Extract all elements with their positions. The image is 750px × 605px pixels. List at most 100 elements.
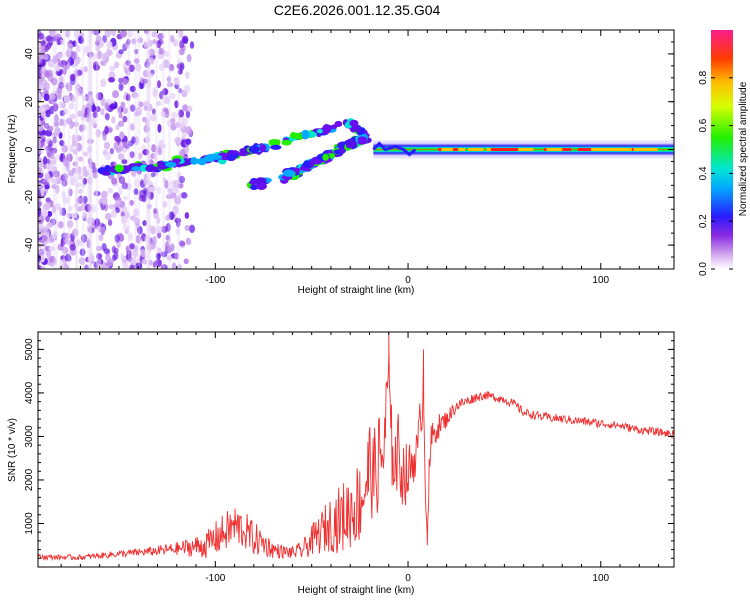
noise-speckle bbox=[169, 63, 174, 71]
noise-speckle bbox=[113, 141, 119, 151]
noise-speckle bbox=[65, 253, 72, 262]
noise-speckle bbox=[155, 253, 161, 260]
noise-speckle bbox=[58, 264, 66, 269]
noise-speckle bbox=[87, 176, 93, 185]
noise-speckle bbox=[133, 111, 141, 117]
noise-speckle bbox=[40, 68, 45, 75]
noise-speckle bbox=[145, 118, 150, 127]
noise-speckle bbox=[66, 154, 73, 163]
noise-speckle bbox=[87, 146, 93, 153]
noise-speckle bbox=[164, 179, 169, 189]
x-tick-label: 100 bbox=[592, 573, 609, 584]
noise-speckle bbox=[126, 250, 132, 259]
noise-speckle bbox=[50, 218, 56, 226]
noise-speckle bbox=[66, 219, 74, 229]
noise-speckle bbox=[147, 103, 153, 112]
noise-speckle bbox=[152, 86, 158, 94]
noise-speckle bbox=[57, 61, 64, 68]
noise-stripe bbox=[67, 30, 71, 269]
noise-speckle bbox=[38, 264, 42, 269]
noise-speckle bbox=[131, 136, 136, 144]
spectrogram-x-label: Height of straight line (km) bbox=[298, 285, 415, 296]
spectrogram-x-ticks: -100 0 100 bbox=[60, 30, 660, 286]
noise-speckle bbox=[59, 139, 65, 147]
track-blob bbox=[191, 158, 202, 164]
noise-speckle bbox=[186, 105, 193, 113]
y-tick-label: 40 bbox=[24, 48, 35, 60]
noise-speckle bbox=[38, 243, 43, 249]
noise-speckle bbox=[76, 135, 83, 142]
noise-speckle bbox=[120, 211, 125, 217]
noise-speckle bbox=[104, 30, 111, 38]
noise-speckle bbox=[156, 217, 161, 224]
noise-speckle bbox=[187, 130, 193, 138]
noise-speckle bbox=[45, 215, 50, 223]
noise-speckle bbox=[108, 127, 113, 133]
noise-speckle bbox=[157, 32, 164, 41]
noise-speckle bbox=[111, 116, 116, 124]
noise-speckle bbox=[143, 105, 149, 111]
noise-speckle bbox=[38, 182, 42, 191]
track-blob bbox=[226, 154, 235, 161]
noise-speckle bbox=[78, 188, 83, 195]
track-blob bbox=[250, 184, 258, 191]
noise-speckle bbox=[185, 237, 192, 245]
noise-speckle bbox=[119, 131, 125, 140]
noise-stripe bbox=[155, 30, 158, 269]
noise-speckle bbox=[112, 90, 119, 99]
noise-speckle bbox=[122, 78, 128, 86]
noise-speckle bbox=[100, 108, 105, 116]
noise-speckle bbox=[167, 187, 173, 194]
noise-speckle bbox=[142, 148, 150, 156]
noise-speckle bbox=[153, 152, 158, 161]
noise-speckle bbox=[77, 156, 84, 162]
track-blob bbox=[331, 124, 338, 130]
noise-speckle bbox=[184, 212, 190, 219]
noise-speckle bbox=[104, 112, 110, 121]
noise-speckle bbox=[185, 138, 192, 145]
noise-speckle bbox=[152, 236, 157, 245]
spectrogram-heatmap bbox=[38, 30, 674, 269]
noise-speckle bbox=[143, 124, 150, 133]
noise-speckle bbox=[150, 225, 156, 235]
noise-speckle bbox=[83, 46, 90, 54]
noise-stripe bbox=[88, 30, 92, 269]
snr-plot-area bbox=[38, 332, 674, 562]
noise-speckle bbox=[166, 76, 172, 83]
noise-speckle bbox=[104, 125, 109, 135]
noise-stripe bbox=[55, 30, 58, 269]
noise-speckle bbox=[170, 35, 175, 43]
noise-speckle bbox=[122, 107, 128, 115]
noise-speckle bbox=[144, 235, 151, 244]
noise-speckle bbox=[90, 52, 98, 61]
noise-speckle bbox=[62, 246, 69, 255]
noise-speckle bbox=[114, 234, 120, 243]
x-tick-label: -100 bbox=[205, 275, 225, 286]
noise-speckle bbox=[151, 108, 156, 115]
track-blob bbox=[292, 132, 302, 139]
noise-speckle bbox=[61, 60, 68, 66]
noise-speckle bbox=[87, 138, 94, 144]
noise-speckle bbox=[78, 36, 85, 44]
noise-speckle bbox=[178, 48, 185, 56]
noise-speckle bbox=[75, 69, 83, 76]
noise-speckle bbox=[94, 218, 100, 227]
carrier-peak bbox=[591, 148, 603, 151]
noise-stripe bbox=[148, 30, 151, 269]
colorbar-tick-label: 0.0 bbox=[698, 262, 709, 276]
track-blob bbox=[253, 179, 262, 185]
noise-speckle bbox=[133, 208, 140, 217]
noise-stripe bbox=[81, 30, 85, 269]
noise-speckle bbox=[166, 255, 173, 261]
noise-speckle bbox=[107, 219, 113, 227]
noise-speckle bbox=[38, 225, 44, 231]
noise-speckle bbox=[104, 212, 112, 221]
noise-speckle bbox=[59, 110, 65, 117]
noise-speckle bbox=[38, 201, 42, 208]
noise-speckle bbox=[60, 174, 66, 182]
noise-speckle bbox=[76, 44, 81, 53]
noise-speckle bbox=[109, 147, 114, 155]
noise-speckle bbox=[169, 92, 176, 100]
carrier-peak bbox=[470, 148, 482, 151]
